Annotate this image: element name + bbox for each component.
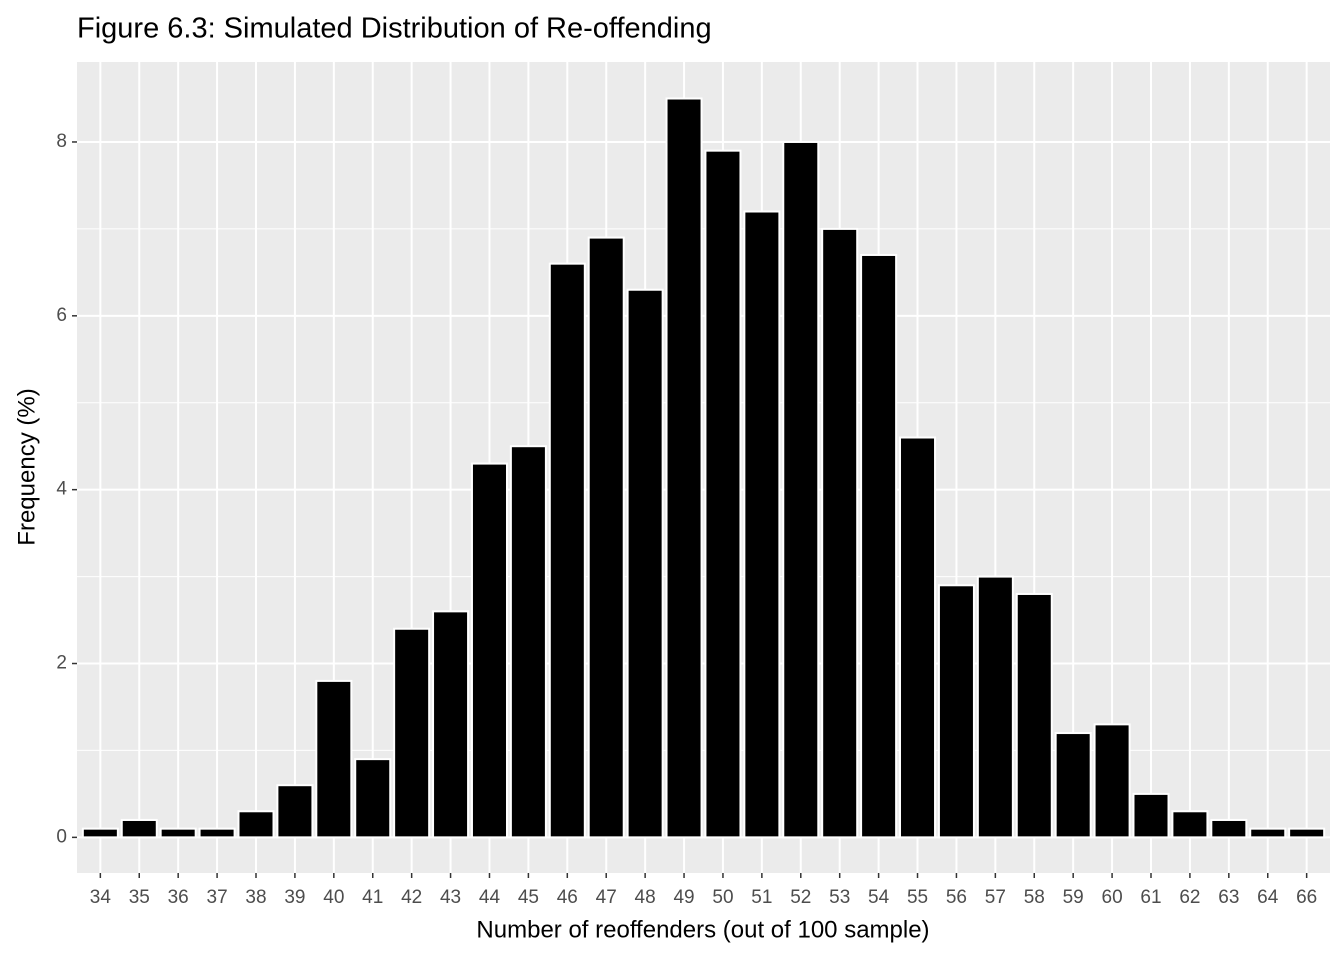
- chart-title: Figure 6.3: Simulated Distribution of Re…: [77, 13, 712, 45]
- bar: [470, 462, 508, 839]
- bar: [315, 679, 353, 839]
- x-tick-label: 45: [518, 887, 539, 908]
- x-tick-label: 49: [673, 887, 694, 908]
- bar: [626, 288, 664, 839]
- x-tick-label: 39: [284, 887, 305, 908]
- bar: [1132, 792, 1170, 839]
- x-tick-label: 59: [1063, 887, 1084, 908]
- x-tick-label: 60: [1102, 887, 1123, 908]
- bar: [276, 784, 314, 839]
- x-tick-label: 34: [90, 887, 112, 908]
- y-tick-label: 6: [56, 305, 67, 326]
- x-tick-label: 35: [129, 887, 150, 908]
- y-tick-label: 8: [56, 131, 67, 152]
- bar: [743, 210, 781, 839]
- x-tick-label: 52: [790, 887, 811, 908]
- bar: [782, 140, 820, 839]
- x-tick-label: 50: [712, 887, 733, 908]
- bar: [937, 584, 975, 839]
- x-tick-label: 46: [557, 887, 578, 908]
- x-tick-label: 55: [907, 887, 928, 908]
- x-tick-label: 36: [168, 887, 189, 908]
- x-tick-label: 41: [362, 887, 383, 908]
- x-tick-label: 66: [1296, 887, 1317, 908]
- x-tick-label: 54: [868, 887, 890, 908]
- panel: [77, 62, 1330, 873]
- x-tick-label: 51: [751, 887, 772, 908]
- bar: [1171, 810, 1209, 839]
- bar: [354, 758, 392, 839]
- bar: [665, 97, 703, 839]
- bar: [198, 827, 236, 839]
- x-tick-label: 56: [946, 887, 967, 908]
- y-tick-label: 0: [56, 826, 67, 847]
- x-tick-label: 38: [245, 887, 266, 908]
- bar: [393, 627, 431, 839]
- x-tick-label: 47: [596, 887, 617, 908]
- y-axis-title: Frequency (%): [13, 388, 40, 545]
- bar: [1249, 827, 1287, 839]
- x-tick-label: 58: [1024, 887, 1045, 908]
- bar: [1210, 818, 1248, 839]
- bar: [587, 236, 625, 839]
- x-tick-label: 48: [635, 887, 656, 908]
- y-tick-label: 2: [56, 653, 67, 674]
- bar: [237, 810, 275, 839]
- x-tick-label: 63: [1218, 887, 1239, 908]
- bar: [1093, 723, 1131, 839]
- bar: [1015, 592, 1053, 839]
- x-tick-label: 42: [401, 887, 422, 908]
- x-tick-label: 40: [323, 887, 344, 908]
- bar: [899, 436, 937, 839]
- bar: [1288, 827, 1326, 839]
- x-axis-title: Number of reoffenders (out of 100 sample…: [476, 916, 929, 943]
- bar: [81, 827, 119, 839]
- bar: [159, 827, 197, 839]
- x-tick-label: 43: [440, 887, 461, 908]
- bar: [821, 227, 859, 839]
- x-tick-label: 64: [1257, 887, 1279, 908]
- x-tick-label: 53: [829, 887, 850, 908]
- x-tick-label: 57: [985, 887, 1006, 908]
- x-tick-label: 44: [479, 887, 501, 908]
- bar: [860, 253, 898, 839]
- y-tick-label: 4: [56, 479, 67, 500]
- bar: [976, 575, 1014, 839]
- x-tick-label: 61: [1140, 887, 1161, 908]
- bar: [1054, 732, 1092, 839]
- bar: [432, 610, 470, 839]
- bar: [704, 149, 742, 839]
- x-tick-label: 62: [1179, 887, 1200, 908]
- x-tick-label: 37: [207, 887, 228, 908]
- bar: [548, 262, 586, 839]
- bar: [120, 818, 158, 839]
- bar: [509, 445, 547, 839]
